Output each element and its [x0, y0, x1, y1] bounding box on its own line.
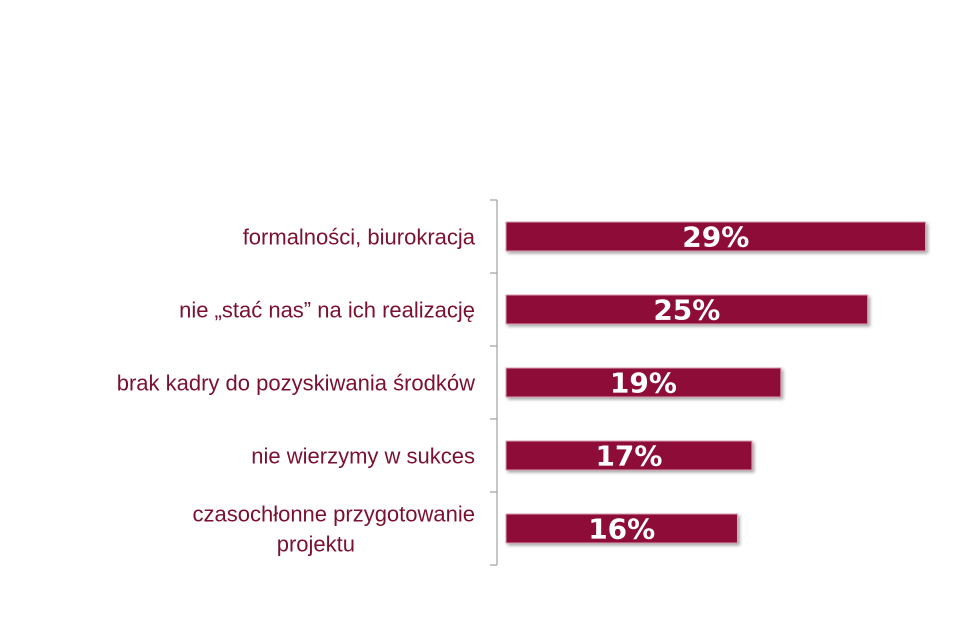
bar: [505, 440, 753, 471]
category-labels: formalności, biurokracja nie „stać nas” n…: [117, 225, 476, 557]
category-label: nie „stać nas” na ich realizację: [179, 298, 475, 323]
category-axis: [490, 199, 498, 566]
bar: [505, 221, 927, 252]
bar: [505, 367, 782, 398]
bars: 29% 25% 19% 17% 16%: [505, 221, 927, 546]
data-label: 29%: [682, 221, 749, 254]
bar: [505, 513, 738, 544]
category-label: brak kadry do pozyskiwania środków: [117, 371, 475, 396]
data-label: 19%: [610, 367, 677, 400]
data-label: 25%: [653, 294, 720, 327]
category-label: projektu: [277, 532, 355, 557]
data-label: 17%: [595, 440, 662, 473]
data-label: 16%: [588, 513, 655, 546]
bar: [505, 294, 869, 325]
category-label: nie wierzymy w sukces: [251, 444, 475, 469]
category-label: czasochłonne przygotowanie: [192, 502, 475, 527]
category-label: formalności, biurokracja: [243, 225, 476, 250]
